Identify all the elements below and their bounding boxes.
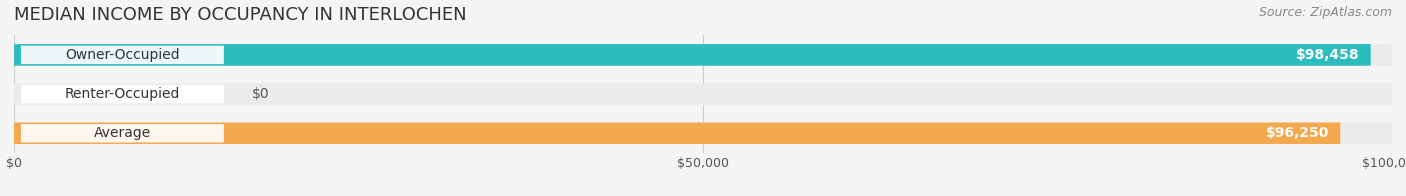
FancyBboxPatch shape — [14, 44, 1392, 66]
Text: $96,250: $96,250 — [1265, 126, 1329, 140]
FancyBboxPatch shape — [14, 122, 1340, 144]
FancyBboxPatch shape — [21, 85, 224, 103]
FancyBboxPatch shape — [14, 44, 1371, 66]
FancyBboxPatch shape — [14, 83, 1392, 105]
Text: $98,458: $98,458 — [1296, 48, 1360, 62]
FancyBboxPatch shape — [21, 124, 224, 142]
Text: Renter-Occupied: Renter-Occupied — [65, 87, 180, 101]
Text: Average: Average — [94, 126, 150, 140]
Text: MEDIAN INCOME BY OCCUPANCY IN INTERLOCHEN: MEDIAN INCOME BY OCCUPANCY IN INTERLOCHE… — [14, 6, 467, 24]
FancyBboxPatch shape — [14, 122, 1392, 144]
Text: Owner-Occupied: Owner-Occupied — [65, 48, 180, 62]
FancyBboxPatch shape — [21, 46, 224, 64]
Text: Source: ZipAtlas.com: Source: ZipAtlas.com — [1258, 6, 1392, 19]
Text: $0: $0 — [252, 87, 269, 101]
